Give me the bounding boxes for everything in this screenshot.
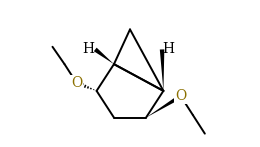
Text: O: O	[71, 76, 82, 90]
Text: O: O	[175, 89, 186, 103]
Polygon shape	[94, 48, 114, 64]
Polygon shape	[160, 49, 164, 91]
Text: H: H	[163, 42, 175, 56]
Text: H: H	[83, 42, 95, 56]
Polygon shape	[146, 94, 182, 118]
